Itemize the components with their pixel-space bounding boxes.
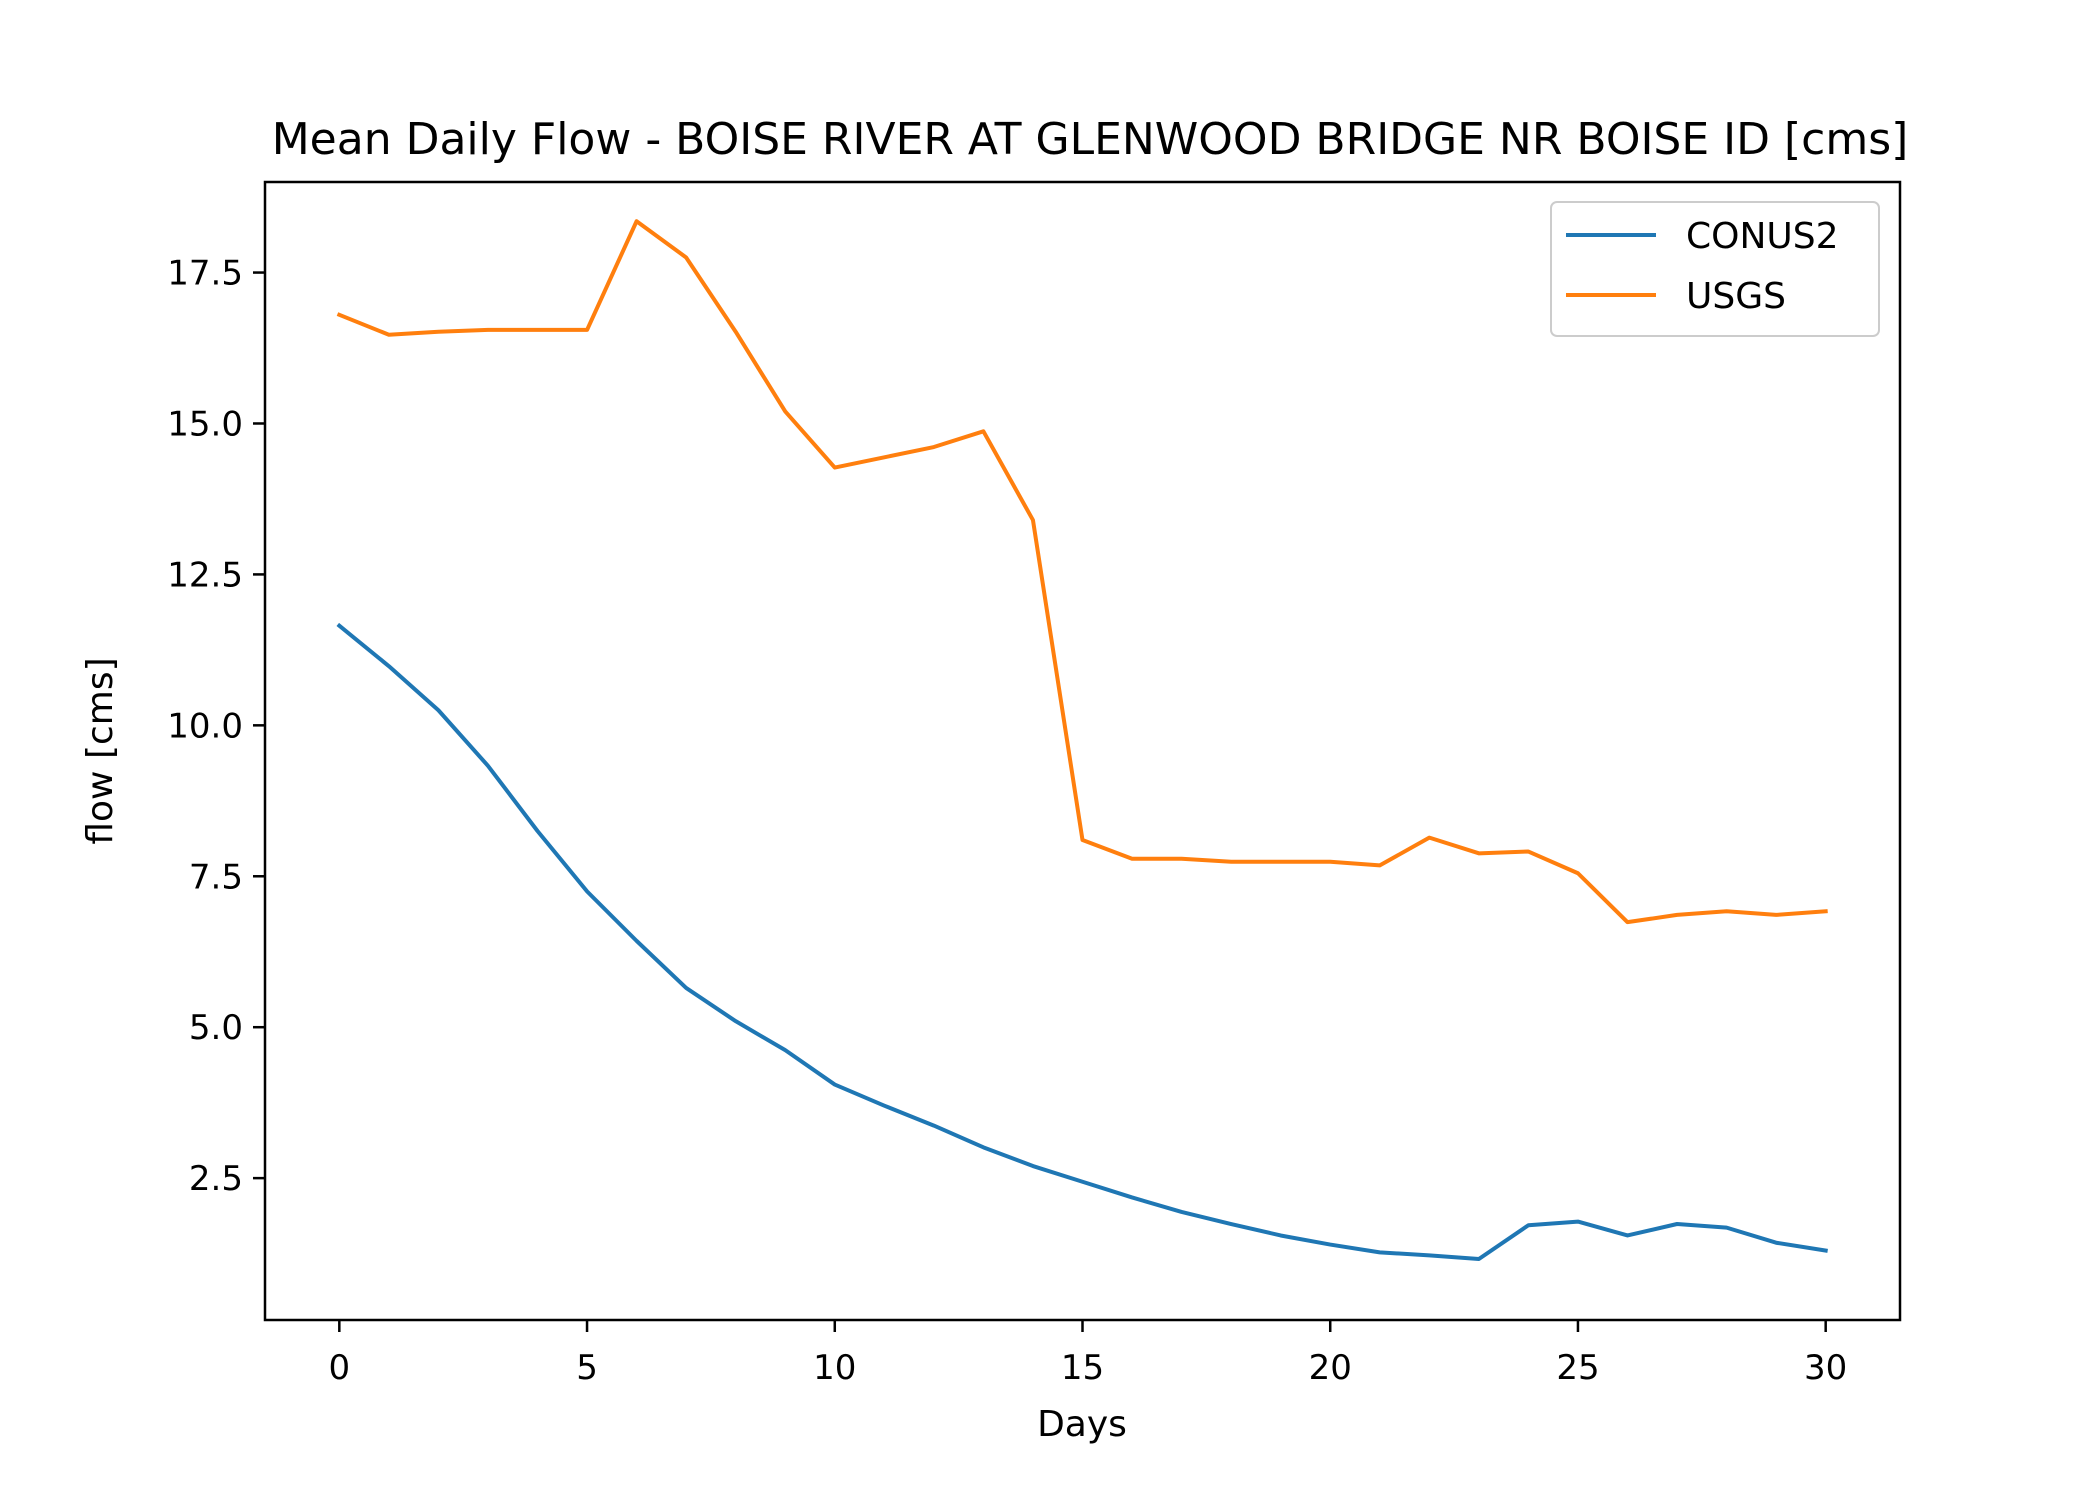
x-tick-label: 25 [1556,1348,1599,1388]
y-tick-label: 5.0 [189,1008,243,1048]
series-line-conus2 [336,622,1828,1262]
legend-label-conus2: CONUS2 [1686,216,1839,257]
y-axis-label: flow [cms] [80,657,121,844]
series-line-usgs [336,219,1828,925]
x-tick-label: 5 [576,1348,598,1388]
x-axis-label: Days [1037,1404,1127,1445]
y-tick-label: 7.5 [189,857,243,897]
legend-label-usgs: USGS [1686,276,1786,317]
x-axis: 0 5 10 15 20 25 30 [328,1320,1847,1388]
y-tick-label: 15.0 [167,404,243,444]
y-tick-label: 2.5 [189,1159,243,1199]
x-tick-label: 20 [1309,1348,1352,1388]
chart-title: Mean Daily Flow - BOISE RIVER AT GLENWOO… [272,114,1909,165]
x-tick-label: 0 [328,1348,350,1388]
legend: CONUS2 USGS [1550,201,1880,337]
x-tick-label: 15 [1061,1348,1104,1388]
y-tick-label: 10.0 [167,706,243,746]
y-tick-label: 17.5 [167,254,243,294]
series-group [336,219,1828,1262]
y-axis: 2.5 5.0 7.5 10.0 12.5 15.0 17.5 [167,254,265,1199]
x-tick-label: 10 [813,1348,856,1388]
x-tick-label: 30 [1804,1348,1847,1388]
y-tick-label: 12.5 [167,555,243,595]
